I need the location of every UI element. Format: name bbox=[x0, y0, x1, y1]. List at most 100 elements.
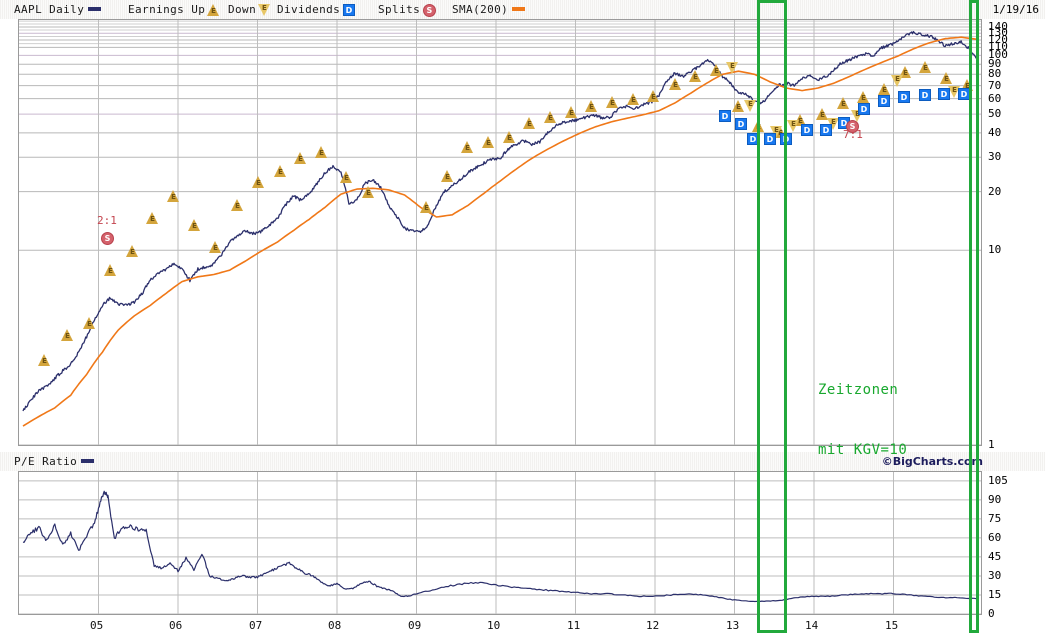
x-tick-13: 13 bbox=[726, 619, 740, 632]
earnings-up-marker-icon bbox=[188, 219, 201, 231]
split-ratio-7-1: 7:1 bbox=[843, 128, 863, 141]
price-line-swatch-icon bbox=[88, 7, 102, 11]
earnings-up-marker-icon bbox=[104, 264, 117, 276]
pe-y-tick-30: 30 bbox=[988, 569, 1002, 582]
price-y-tick-10: 10 bbox=[988, 243, 1002, 256]
price-y-tick-60: 60 bbox=[988, 92, 1002, 105]
legend-pe-ratio-label: P/E Ratio bbox=[14, 455, 78, 468]
legend-earnings-down-label: Down bbox=[228, 3, 257, 16]
earnings-up-marker-icon bbox=[340, 171, 353, 183]
price-y-tick-130: 130 bbox=[988, 26, 1008, 39]
legend-earnings-up[interactable]: Earnings Up bbox=[128, 0, 220, 19]
legend-sma[interactable]: SMA(200) bbox=[452, 0, 526, 19]
pe-ratio-panel bbox=[18, 471, 982, 615]
earnings-down-marker-icon bbox=[787, 120, 800, 132]
earnings-up-marker-icon bbox=[606, 96, 619, 108]
earnings-up-marker-icon bbox=[752, 120, 765, 132]
legend-splits-label: Splits bbox=[378, 3, 421, 16]
dividend-marker-icon bbox=[719, 110, 731, 122]
x-tick-06: 06 bbox=[169, 619, 183, 632]
legend-pe-ratio[interactable]: P/E Ratio bbox=[14, 452, 95, 471]
earnings-up-marker-icon bbox=[837, 97, 850, 109]
x-tick-08: 08 bbox=[328, 619, 342, 632]
earnings-down-marker-icon bbox=[726, 62, 739, 74]
pe-ratio-plot bbox=[19, 472, 981, 614]
earnings-up-marker-icon bbox=[362, 186, 375, 198]
earnings-up-marker-icon bbox=[294, 152, 307, 164]
price-y-tick-50: 50 bbox=[988, 107, 1002, 120]
earnings-up-marker-icon bbox=[441, 170, 454, 182]
dividend-marker-icon bbox=[878, 95, 890, 107]
earnings-up-marker-icon bbox=[420, 201, 433, 213]
dividend-marker-icon bbox=[780, 133, 792, 145]
dividend-marker-icon bbox=[747, 133, 759, 145]
price-y-tick-20: 20 bbox=[988, 185, 1002, 198]
legend-symbol[interactable]: AAPL Daily bbox=[14, 0, 102, 19]
x-tick-10: 10 bbox=[487, 619, 501, 632]
earnings-up-marker-icon bbox=[61, 329, 74, 341]
legend-dividends-label: Dividends bbox=[277, 3, 341, 16]
x-tick-12: 12 bbox=[646, 619, 660, 632]
pe-y-tick-0: 0 bbox=[988, 607, 995, 620]
dividend-marker-icon bbox=[801, 124, 813, 136]
price-y-tick-110: 110 bbox=[988, 40, 1008, 53]
split-marker-icon bbox=[101, 232, 114, 245]
earnings-up-marker-icon bbox=[732, 100, 745, 112]
pe-line-swatch-icon bbox=[81, 459, 95, 463]
dividend-marker-icon bbox=[820, 124, 832, 136]
bigcharts-watermark: ©BigCharts.com bbox=[881, 455, 983, 468]
dividend-marker-icon bbox=[858, 103, 870, 115]
pe-chart-legend-bar: P/E Ratio bbox=[0, 452, 1045, 471]
price-y-tick-1: 1 bbox=[988, 438, 995, 451]
price-chart-legend-bar: AAPL Daily Earnings Up Down Dividends Sp… bbox=[0, 0, 1045, 19]
price-y-tick-140: 140 bbox=[988, 20, 1008, 33]
price-y-tick-70: 70 bbox=[988, 79, 1002, 92]
dividend-marker-icon bbox=[958, 88, 970, 100]
x-tick-15: 15 bbox=[885, 619, 899, 632]
split-badge-icon bbox=[423, 3, 437, 17]
earnings-up-marker-icon bbox=[878, 83, 891, 95]
earnings-down-triangle-icon bbox=[258, 4, 271, 16]
earnings-up-marker-icon bbox=[461, 141, 474, 153]
legend-splits[interactable]: Splits bbox=[378, 0, 437, 19]
price-y-tick-120: 120 bbox=[988, 33, 1008, 46]
earnings-up-marker-icon bbox=[523, 117, 536, 129]
earnings-down-marker-icon bbox=[891, 75, 904, 87]
x-tick-07: 07 bbox=[249, 619, 263, 632]
earnings-up-marker-icon bbox=[857, 91, 870, 103]
pe-y-tick-45: 45 bbox=[988, 550, 1002, 563]
earnings-up-marker-icon bbox=[710, 64, 723, 76]
earnings-up-triangle-icon bbox=[207, 4, 220, 16]
pe-y-tick-15: 15 bbox=[988, 588, 1002, 601]
pe-y-tick-90: 90 bbox=[988, 493, 1002, 506]
earnings-up-marker-icon bbox=[627, 93, 640, 105]
earnings-up-marker-icon bbox=[585, 100, 598, 112]
earnings-up-marker-icon bbox=[647, 90, 660, 102]
zeitzonen-annotation-line2: mit KGV=10 bbox=[818, 442, 908, 458]
zeitzonen-annotation-line1: Zeitzonen bbox=[818, 382, 899, 398]
pe-y-tick-60: 60 bbox=[988, 531, 1002, 544]
earnings-up-marker-icon bbox=[544, 111, 557, 123]
legend-dividends[interactable]: Dividends bbox=[277, 0, 356, 19]
earnings-up-marker-icon bbox=[689, 70, 702, 82]
x-tick-05: 05 bbox=[90, 619, 104, 632]
price-y-tick-40: 40 bbox=[988, 126, 1002, 139]
earnings-up-marker-icon bbox=[315, 146, 328, 158]
legend-sma-label: SMA(200) bbox=[452, 3, 509, 16]
earnings-up-marker-icon bbox=[274, 165, 287, 177]
earnings-up-marker-icon bbox=[252, 176, 265, 188]
earnings-up-marker-icon bbox=[940, 72, 953, 84]
earnings-up-marker-icon bbox=[231, 199, 244, 211]
earnings-up-marker-icon bbox=[669, 78, 682, 90]
earnings-up-marker-icon bbox=[209, 241, 222, 253]
earnings-up-marker-icon bbox=[38, 354, 51, 366]
price-y-tick-100: 100 bbox=[988, 48, 1008, 61]
split-marker-icon bbox=[846, 120, 859, 133]
x-tick-14: 14 bbox=[805, 619, 819, 632]
dividend-marker-icon bbox=[898, 91, 910, 103]
earnings-up-marker-icon bbox=[503, 131, 516, 143]
dividend-marker-icon bbox=[735, 118, 747, 130]
earnings-up-marker-icon bbox=[83, 317, 96, 329]
legend-earnings-down[interactable]: Down bbox=[228, 0, 271, 19]
